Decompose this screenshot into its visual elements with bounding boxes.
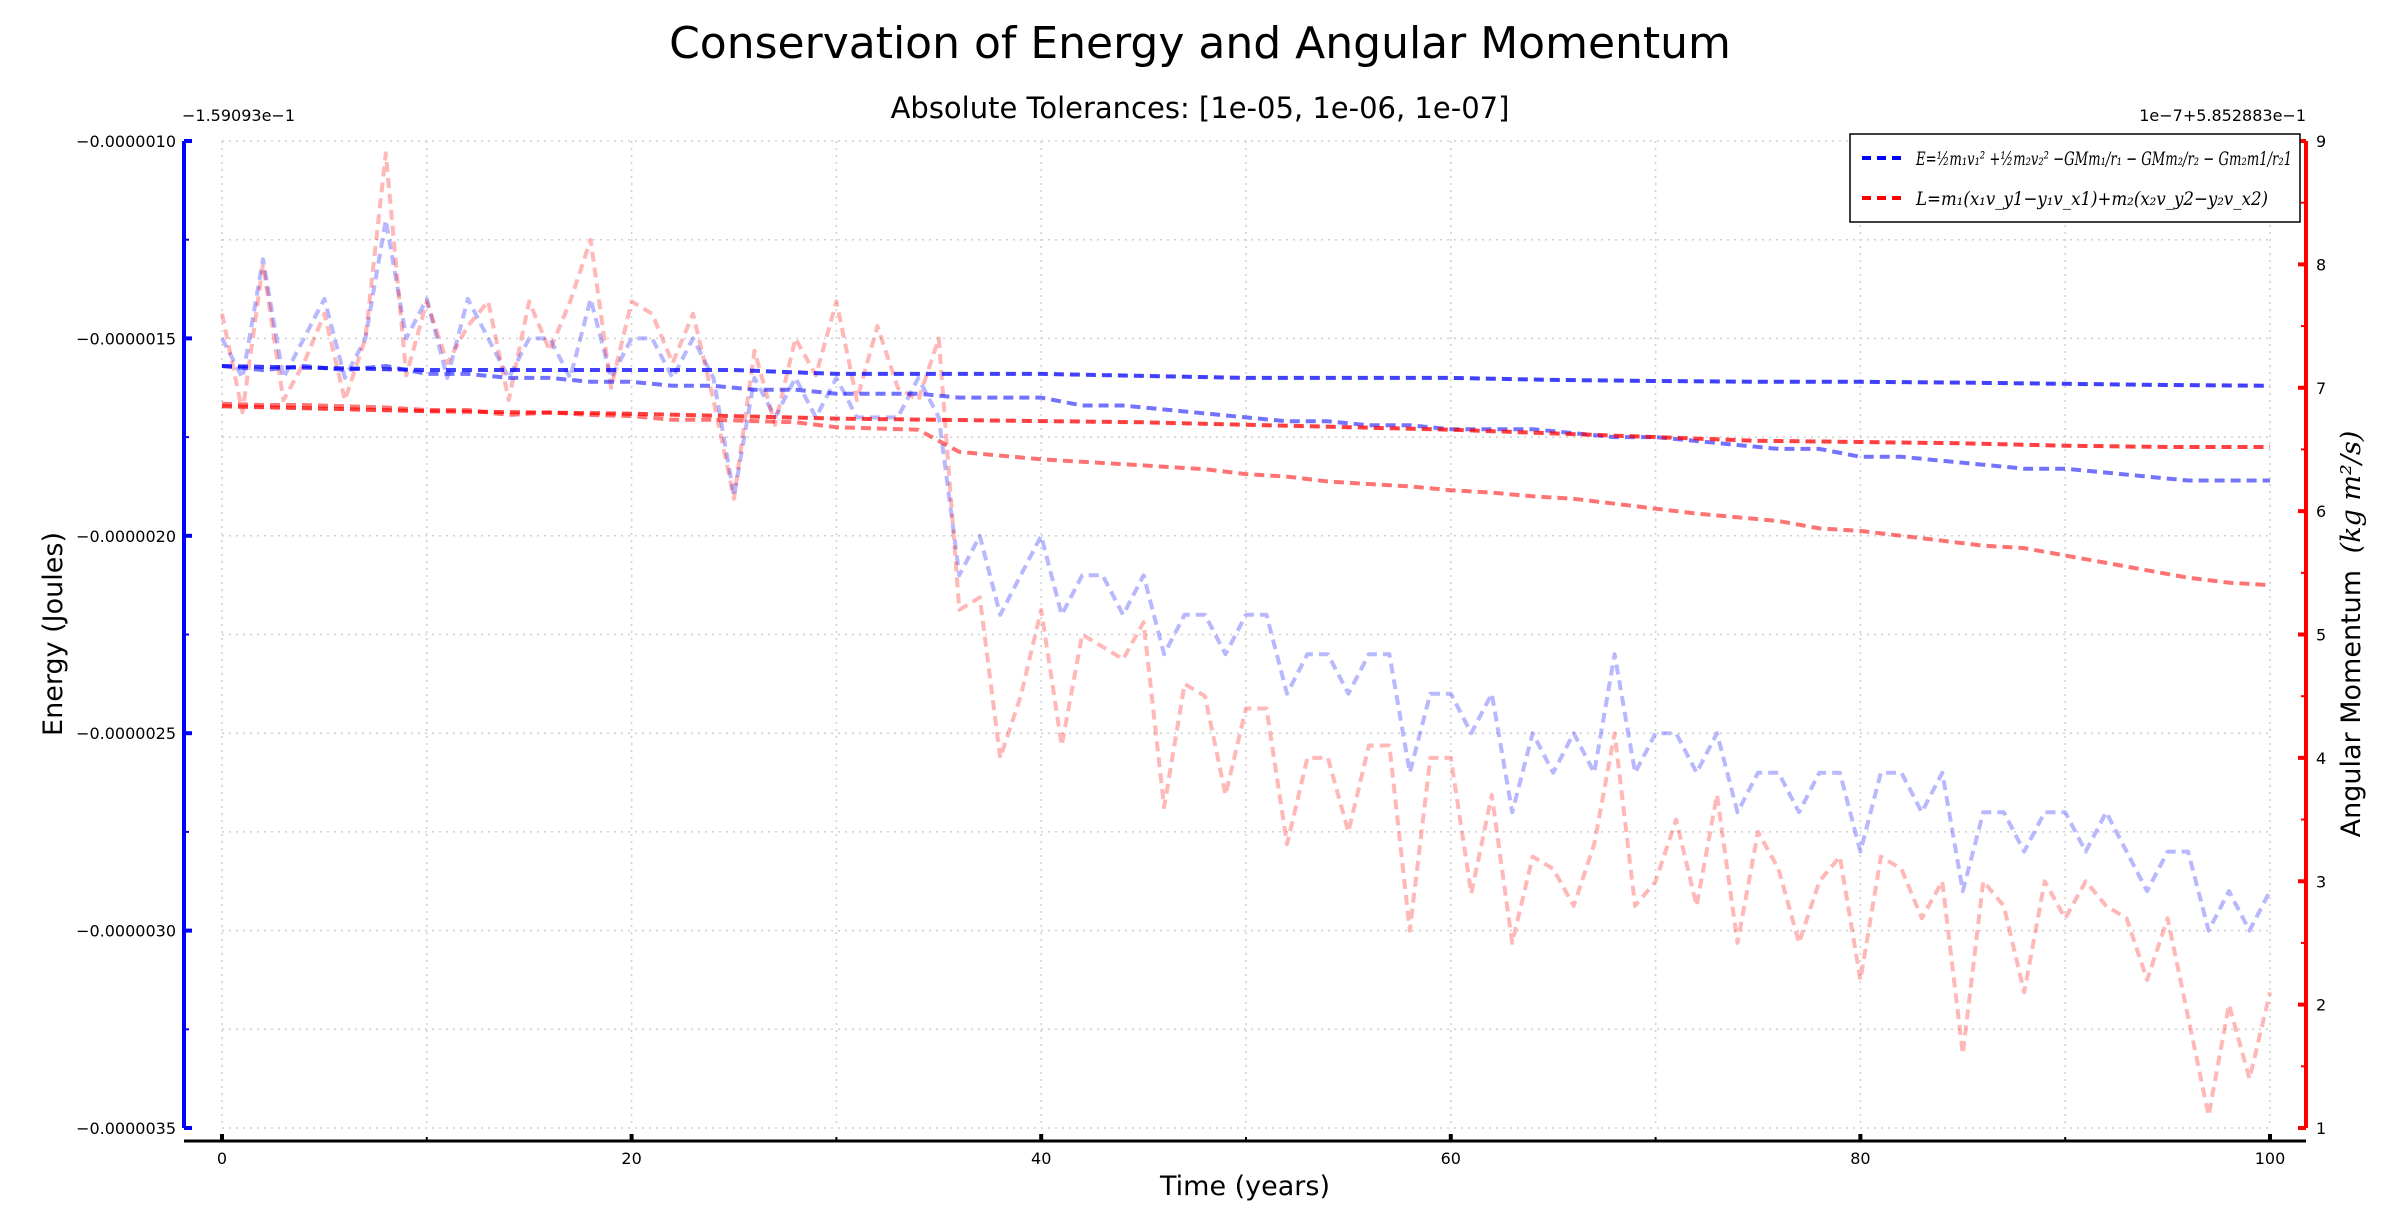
y-right-tick-label: 5 xyxy=(2316,626,2326,645)
y-right-offset-text: 1e−7+5.852883e−1 xyxy=(2139,106,2306,125)
x-ticks: 0 20 40 60 80 100 xyxy=(217,1134,2285,1168)
y-right-tick-label: 4 xyxy=(2316,749,2326,768)
angular-momentum-series-tol-1e-06 xyxy=(221,401,2271,588)
y-left-tick-label: −0.0000010 xyxy=(76,132,176,151)
y-right-ticks: 1 2 3 4 5 6 7 8 9 xyxy=(2298,132,2326,1138)
y-left-axis-label: Energy (Joules) xyxy=(38,532,69,736)
y-left-tick-label: −0.0000030 xyxy=(76,922,176,941)
y-left-tick-label: −0.0000015 xyxy=(76,329,176,348)
y-left-offset-text: −1.59093e−1 xyxy=(182,106,295,125)
legend: E=½m₁v₁² +½m₂v₂² −GMm₁/r₁ − GMm₂/r₂ − Gm… xyxy=(1849,133,2301,223)
y-left-tick-label: −0.0000025 xyxy=(76,724,176,743)
legend-label-energy: E=½m₁v₁² +½m₂v₂² −GMm₁/r₁ − GMm₂/r₂ − Gm… xyxy=(1915,148,2292,170)
x-tick-label: 20 xyxy=(621,1149,641,1168)
legend-label-momentum: L=m₁(x₁v_y1−y₁v_x1)+m₂(x₂v_y2−y₂v_x2) xyxy=(1915,188,2268,210)
y-right-tick-label: 6 xyxy=(2316,502,2326,521)
x-tick-label: 0 xyxy=(217,1149,227,1168)
energy-series-tol-1e-07 xyxy=(221,364,2271,388)
x-tick-label: 60 xyxy=(1441,1149,1461,1168)
y-right-tick-label: 7 xyxy=(2316,379,2326,398)
y-right-tick-label: 9 xyxy=(2316,132,2326,151)
x-axis-label: Time (years) xyxy=(1159,1171,1330,1202)
y-right-tick-label: 1 xyxy=(2316,1119,2326,1138)
y-left-tick-label: −0.0000020 xyxy=(76,527,176,546)
y-right-axis-label-group: Angular Momentum (kg m²/s) xyxy=(2336,431,2367,838)
angular-momentum-series-tol-1e-07 xyxy=(221,404,2270,449)
series-layer xyxy=(220,151,2272,1118)
chart-subtitle: Absolute Tolerances: [1e-05, 1e-06, 1e-0… xyxy=(891,91,1510,125)
x-tick-label: 100 xyxy=(2255,1149,2286,1168)
x-tick-label: 80 xyxy=(1850,1149,1870,1168)
svg-text:Angular Momentum (kg m²/: Angular Momentum (kg m²/s) xyxy=(2336,431,2367,838)
angular-momentum-series-tol-1e-05 xyxy=(220,151,2272,1118)
y-right-axis-label: Angular Momentum xyxy=(2336,570,2367,837)
y-right-tick-label: 2 xyxy=(2316,996,2326,1015)
energy-series-tol-1e-05 xyxy=(220,218,2272,933)
y-right-tick-label: 8 xyxy=(2316,255,2326,274)
chart-title: Conservation of Energy and Angular Momen… xyxy=(669,18,1731,69)
energy-series-tol-1e-06 xyxy=(221,364,2270,483)
y-left-ticks: −0.0000035 −0.0000030 −0.0000025 −0.0000020… xyxy=(76,132,192,1138)
x-tick-label: 40 xyxy=(1031,1149,1051,1168)
y-left-tick-label: −0.0000035 xyxy=(76,1119,176,1138)
y-right-tick-label: 3 xyxy=(2316,872,2326,891)
y-right-axis-units: (kg m²/s) xyxy=(2336,431,2367,554)
legend-box xyxy=(1849,133,2301,223)
grid xyxy=(221,140,2271,1129)
